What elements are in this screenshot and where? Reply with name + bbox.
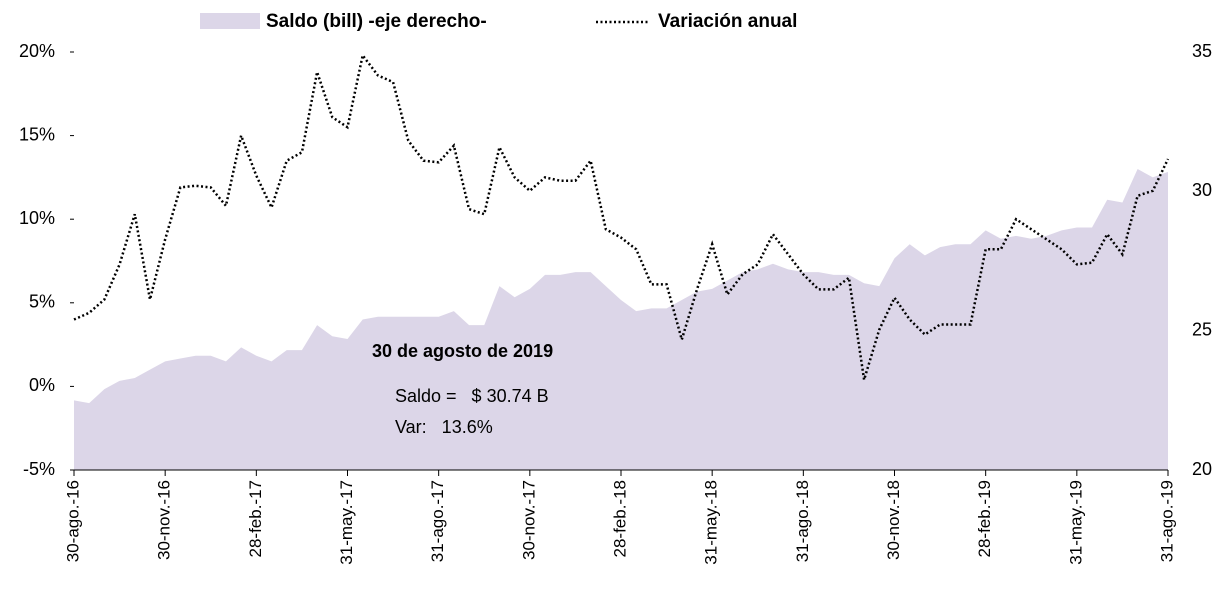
- legend-label: Variación anual: [658, 11, 797, 32]
- y-tick-label: 10%: [19, 208, 55, 228]
- y-tick-label: -5%: [23, 459, 55, 479]
- annotation-title: 30 de agosto de 2019: [372, 341, 553, 361]
- plot: [73, 52, 1170, 471]
- annotation: Var: 13.6%: [395, 417, 493, 437]
- x-tick-label: 30-nov.-18: [884, 480, 903, 560]
- y-tick-label: 15%: [19, 124, 55, 144]
- x-tick-label: 31-ago.-19: [1157, 480, 1176, 562]
- legend-label: Saldo (bill) -eje derecho-: [266, 11, 487, 32]
- y2-tick-label: 35: [1192, 41, 1212, 61]
- x-tick-label: 31-ago.-17: [428, 480, 447, 562]
- y-tick-label: 5%: [29, 292, 55, 312]
- x-tick-label: 30-nov.-16: [155, 480, 174, 560]
- x-tick-label: 30-nov.-17: [519, 480, 538, 560]
- x-tick-label: 28-feb.-19: [975, 480, 994, 558]
- x-tick-label: 30-ago.-16: [63, 480, 82, 562]
- x-tick-label: 31-may.-19: [1066, 480, 1085, 565]
- x-tick-label: 28-feb.-17: [246, 480, 265, 558]
- legend-swatch: [200, 13, 260, 29]
- x-tick-label: 31-may.-18: [702, 480, 721, 565]
- x-tick-label: 28-feb.-18: [610, 480, 629, 558]
- y2-tick-label: 30: [1192, 180, 1212, 200]
- y-tick-label: 20%: [19, 41, 55, 61]
- area: [74, 169, 1168, 471]
- line: [73, 52, 1170, 381]
- annotation: Saldo = $ 30.74 B: [395, 386, 549, 406]
- x-tick-label: 31-ago.-18: [793, 480, 812, 562]
- y2-tick-label: 20: [1192, 459, 1212, 479]
- x-tick-label: 31-may.-17: [337, 480, 356, 565]
- y2-tick-label: 25: [1192, 319, 1212, 339]
- y-tick-label: 0%: [29, 375, 55, 395]
